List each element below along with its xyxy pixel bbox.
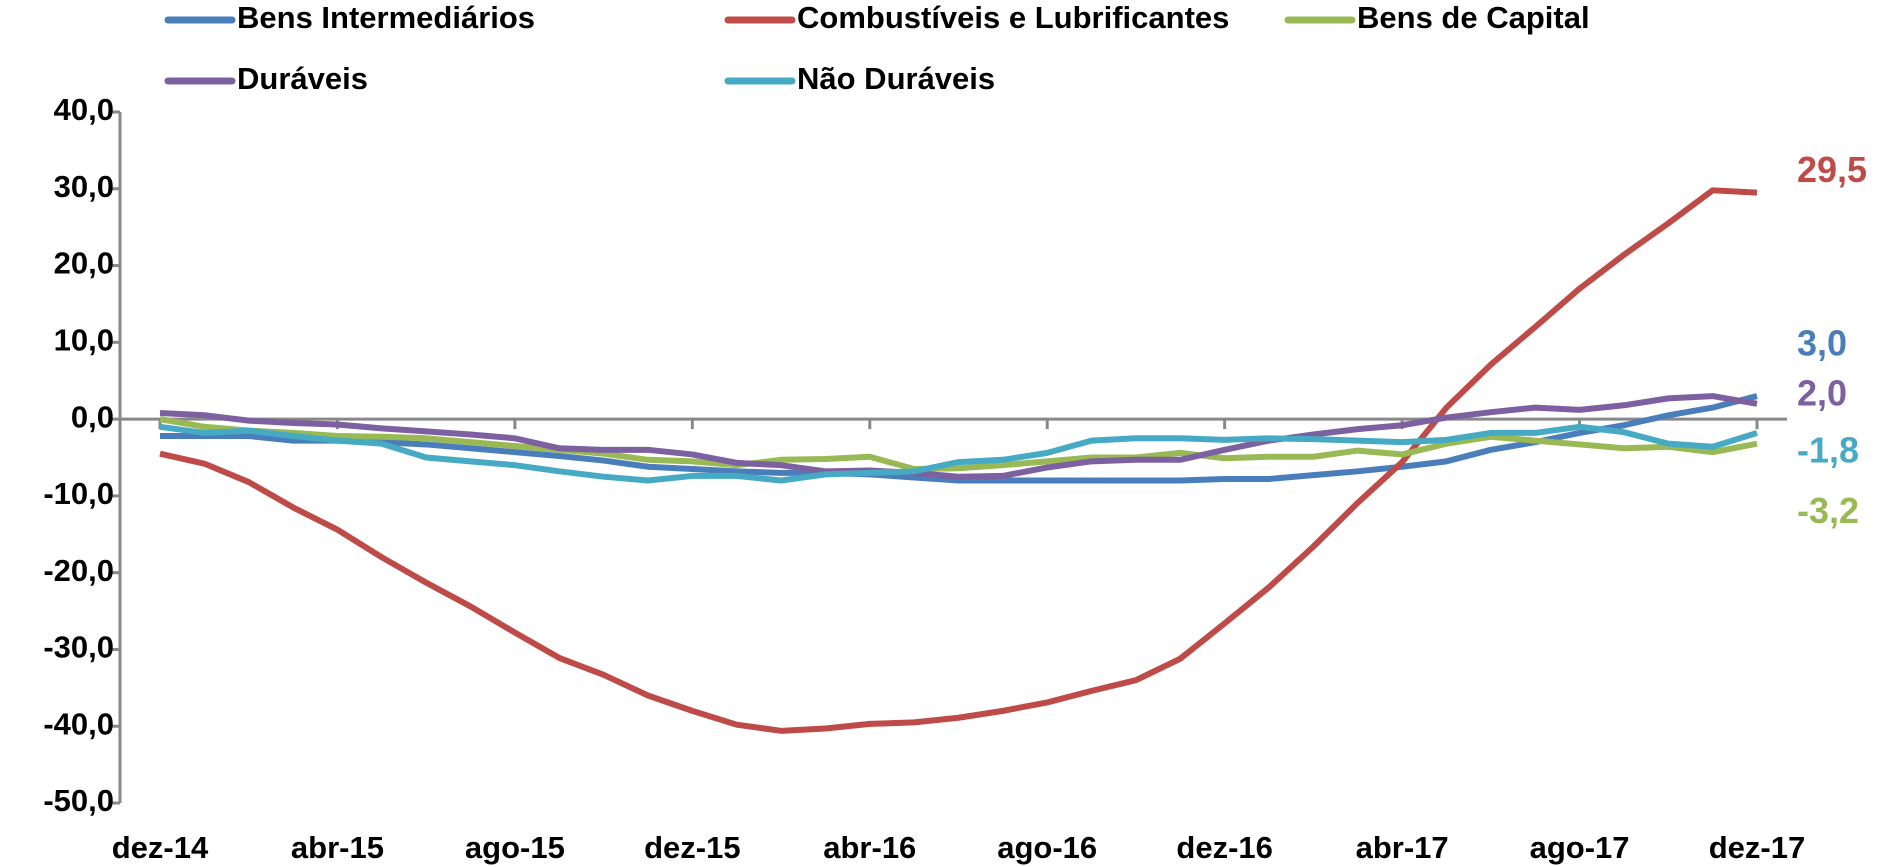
x-tick-label: abr-15: [291, 830, 384, 865]
series-line: [159, 423, 1758, 484]
y-tick-label: -30,0: [43, 630, 114, 665]
legend-label: Não Duráveis: [797, 61, 995, 96]
x-tick-label: ago-16: [997, 830, 1097, 865]
y-tick-label: 30,0: [54, 169, 114, 204]
value-label: 29,5: [1797, 149, 1867, 190]
series-line: [159, 393, 1758, 480]
value-label: -3,2: [1797, 490, 1859, 531]
series-line: [159, 416, 1758, 473]
y-tick-label: -20,0: [43, 553, 114, 588]
x-tick-label: dez-17: [1709, 830, 1805, 865]
series-line: [159, 187, 1758, 734]
x-tick-label: dez-15: [644, 830, 740, 865]
legend-label: Bens de Capital: [1357, 0, 1590, 35]
x-tick-label: ago-17: [1530, 830, 1630, 865]
series-line: [160, 393, 1758, 484]
y-tick-label: 10,0: [54, 323, 114, 358]
y-tick-label: -10,0: [43, 476, 114, 511]
x-tick-label: ago-15: [465, 830, 565, 865]
y-tick-label: 40,0: [54, 92, 114, 127]
x-tick-label: abr-16: [823, 830, 916, 865]
value-label: -1,8: [1797, 429, 1859, 470]
legend-label: Combustíveis e Lubrificantes: [797, 0, 1229, 35]
value-label: 3,0: [1797, 323, 1847, 364]
legend-label: Duráveis: [237, 61, 368, 96]
y-tick-label: -50,0: [43, 783, 114, 818]
value-label: 2,0: [1797, 372, 1847, 413]
y-tick-label: 0,0: [71, 399, 114, 434]
x-tick-label: dez-14: [112, 830, 209, 865]
x-tick-label: dez-16: [1176, 830, 1272, 865]
y-tick-label: -40,0: [43, 706, 114, 741]
legend-label: Bens Intermediários: [237, 0, 535, 35]
y-tick-label: 20,0: [54, 246, 114, 281]
x-tick-label: abr-17: [1356, 830, 1449, 865]
